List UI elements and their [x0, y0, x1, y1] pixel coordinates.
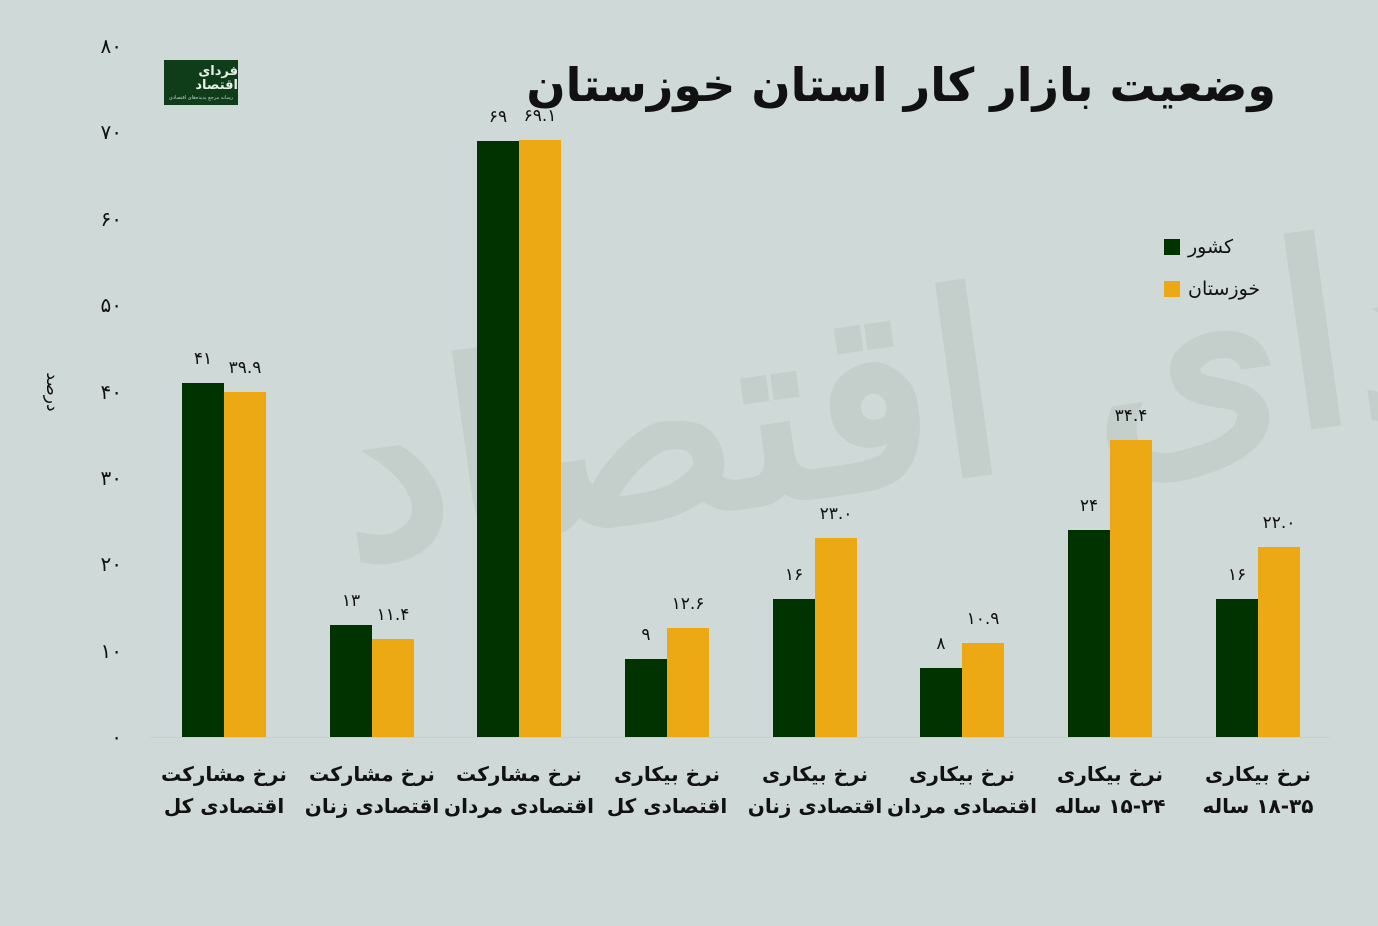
- x-category-label: نرخ مشارکت اقتصادی مردان: [444, 762, 594, 818]
- y-tick-label: ۴۰: [100, 379, 122, 404]
- value-label: ۶۹.۱: [523, 106, 557, 127]
- value-label: ۱۲.۶: [671, 594, 705, 615]
- chart-title: وضعیت بازار کار استان خوزستان: [526, 58, 1277, 112]
- x-axis-line: [150, 737, 1330, 738]
- y-tick-label: ۱۰: [100, 638, 122, 663]
- value-label: ۱۱.۴: [376, 604, 410, 625]
- legend-item-khuzestan: خوزستان: [1164, 268, 1260, 310]
- bar-country: [477, 141, 519, 737]
- legend-label-khuzestan: خوزستان: [1188, 278, 1261, 300]
- value-label: ۱۶: [784, 564, 804, 585]
- logo-name: فردای اقتصاد: [195, 63, 238, 93]
- legend: کشور خوزستان: [1164, 226, 1260, 310]
- x-category-label: نرخ بیکاری اقتصادی زنان: [747, 762, 883, 818]
- value-label: ۲۲.۰: [1262, 512, 1296, 533]
- x-category-label: نرخ مشارکت اقتصادی کل: [161, 762, 287, 818]
- brand-logo: فردای اقتصاد رسانه مرجع پدیده‌های اقتصاد…: [164, 60, 238, 105]
- logo-tagline: رسانه مرجع پدیده‌های اقتصادی: [168, 94, 234, 101]
- legend-swatch-khuzestan: [1164, 281, 1180, 297]
- x-category-label: نرخ بیکاری ۱۸-۳۵ ساله: [1202, 762, 1314, 818]
- y-tick-label: ۶۰: [100, 206, 122, 231]
- bar-country: [330, 624, 372, 737]
- value-label: ۱۳: [341, 590, 361, 611]
- bar-country: [625, 659, 667, 737]
- bar-khuzestan: [519, 140, 561, 737]
- bar-khuzestan: [1258, 546, 1300, 737]
- y-tick-label: ۲۰: [100, 552, 122, 577]
- value-label: ۸: [936, 633, 946, 654]
- bar-country: [1216, 598, 1258, 737]
- y-tick-label: ۵۰: [100, 293, 122, 318]
- bar-khuzestan: [962, 642, 1004, 737]
- value-label: ۳۹.۹: [228, 358, 262, 379]
- bar-country: [182, 382, 224, 737]
- value-label: ۳۴.۴: [1114, 405, 1148, 426]
- y-tick-label: ۸۰: [100, 34, 122, 58]
- y-axis-label: درصد: [42, 372, 62, 412]
- bar-khuzestan: [224, 392, 266, 737]
- value-label: ۲۳.۰: [819, 504, 853, 525]
- x-category-label: نرخ بیکاری ۱۵-۲۴ ساله: [1054, 762, 1166, 818]
- bar-country: [773, 598, 815, 737]
- bar-khuzestan: [1110, 439, 1152, 737]
- bar-khuzestan: [667, 628, 709, 737]
- value-label: ۱۶: [1227, 564, 1247, 585]
- value-label: ۱۰.۹: [966, 608, 1000, 629]
- y-tick-label: ۷۰: [100, 120, 122, 145]
- value-label: ۴۱: [193, 348, 213, 369]
- bar-country: [920, 667, 962, 737]
- bar-country: [1068, 529, 1110, 737]
- x-category-label: نرخ مشارکت اقتصادی زنان: [304, 762, 440, 818]
- legend-label-country: کشور: [1188, 236, 1233, 258]
- x-category-label: نرخ بیکاری اقتصادی مردان: [887, 762, 1037, 818]
- value-label: ۶۹: [488, 107, 508, 127]
- bar-khuzestan: [372, 638, 414, 737]
- value-label: ۹: [641, 625, 651, 646]
- legend-swatch-country: [1164, 239, 1180, 255]
- legend-item-country: کشور: [1164, 226, 1260, 268]
- value-label: ۲۴: [1079, 495, 1099, 516]
- x-category-label: نرخ بیکاری اقتصادی کل: [606, 762, 728, 818]
- y-tick-label: ۳۰: [100, 465, 122, 490]
- bar-khuzestan: [815, 538, 857, 737]
- y-tick-label: ۰: [111, 725, 122, 749]
